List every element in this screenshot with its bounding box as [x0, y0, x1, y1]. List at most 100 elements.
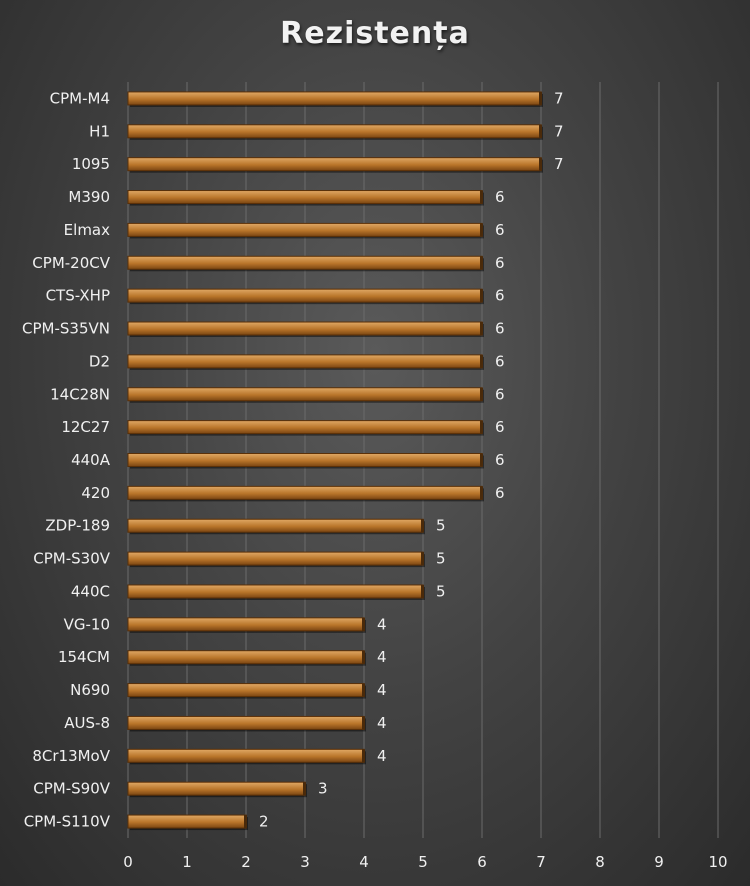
bar-cap-cpm-s90v	[303, 782, 306, 796]
category-label-cpm-20cv: CPM-20CV	[32, 254, 110, 272]
value-label-440a: 6	[495, 451, 505, 469]
x-tick-label-5: 5	[418, 853, 428, 871]
bar-cap-cpm-20cv	[480, 256, 483, 270]
x-tick-label-10: 10	[708, 853, 727, 871]
bar-h1	[127, 124, 542, 139]
category-label-12c27: 12C27	[61, 418, 110, 436]
bar-cap-elmax	[480, 223, 483, 237]
bar-cap-cpm-s35vn	[480, 322, 483, 336]
bar-1095	[127, 157, 542, 172]
value-label-8cr13mov: 4	[377, 747, 387, 765]
value-label-zdp-189: 5	[436, 517, 446, 535]
bar-cap-cpm-s110v	[244, 815, 247, 829]
category-label-cpm-s90v: CPM-S90V	[33, 780, 110, 798]
category-label-8cr13mov: 8Cr13MoV	[32, 747, 110, 765]
x-tick-label-2: 2	[241, 853, 251, 871]
category-label-h1: H1	[89, 122, 110, 140]
bar-cpm-20cv	[127, 255, 483, 270]
value-label-m390: 6	[495, 188, 505, 206]
category-label-n690: N690	[70, 681, 110, 699]
category-label-cpm-m4: CPM-M4	[50, 89, 110, 107]
x-tick-label-1: 1	[182, 853, 192, 871]
category-label-d2: D2	[89, 352, 110, 370]
bar-420	[127, 485, 483, 500]
bar-cap-1095	[539, 157, 542, 171]
value-label-cpm-s35vn: 6	[495, 320, 505, 338]
bar-154cm	[127, 650, 365, 665]
value-label-cpm-s90v: 3	[318, 780, 328, 798]
bar-cap-cpm-m4	[539, 91, 542, 105]
bar-cap-zdp-189	[421, 519, 424, 533]
bar-cap-vg-10	[362, 617, 365, 631]
value-label-cpm-20cv: 6	[495, 254, 505, 272]
bar-8cr13mov	[127, 748, 365, 763]
bar-cap-aus-8	[362, 716, 365, 730]
bar-440c	[127, 584, 424, 599]
value-label-420: 6	[495, 484, 505, 502]
value-label-d2: 6	[495, 352, 505, 370]
category-label-440c: 440C	[71, 582, 110, 600]
bar-n690	[127, 683, 365, 698]
value-label-elmax: 6	[495, 221, 505, 239]
bar-cpm-s35vn	[127, 321, 483, 336]
bar-m390	[127, 190, 483, 205]
x-tick-label-3: 3	[300, 853, 310, 871]
x-tick-label-7: 7	[536, 853, 546, 871]
category-label-154cm: 154CM	[58, 648, 110, 666]
category-label-cpm-s110v: CPM-S110V	[24, 813, 111, 831]
x-tick-label-4: 4	[359, 853, 369, 871]
value-label-14c28n: 6	[495, 385, 505, 403]
category-label-vg-10: VG-10	[64, 615, 110, 633]
category-label-cpm-s30v: CPM-S30V	[33, 550, 110, 568]
value-label-12c27: 6	[495, 418, 505, 436]
bar-cap-h1	[539, 124, 542, 138]
bar-cpm-s90v	[127, 781, 306, 796]
value-label-cpm-s110v: 2	[259, 813, 269, 831]
bar-cts-xhp	[127, 288, 483, 303]
category-label-m390: M390	[68, 188, 110, 206]
value-label-n690: 4	[377, 681, 387, 699]
category-label-1095: 1095	[72, 155, 110, 173]
bar-cap-m390	[480, 190, 483, 204]
value-label-154cm: 4	[377, 648, 387, 666]
category-label-14c28n: 14C28N	[50, 385, 110, 403]
category-label-zdp-189: ZDP-189	[45, 517, 110, 535]
x-tick-label-8: 8	[595, 853, 605, 871]
bar-elmax	[127, 222, 483, 237]
bar-cap-440c	[421, 584, 424, 598]
bar-cap-154cm	[362, 650, 365, 664]
bar-cap-14c28n	[480, 387, 483, 401]
labels: 0 1 2 3 4 5 6 7 8 9 10 CPM-M4 7 H1 7 1095 7 M390 6 Elmax 6 CP…	[22, 89, 728, 871]
category-label-cpm-s35vn: CPM-S35VN	[22, 320, 110, 338]
bar-cap-420	[480, 486, 483, 500]
bar-cpm-s30v	[127, 551, 424, 566]
bars	[127, 91, 543, 831]
value-label-cpm-s30v: 5	[436, 550, 446, 568]
value-label-aus-8: 4	[377, 714, 387, 732]
bar-cap-n690	[362, 683, 365, 697]
bar-cap-cpm-s30v	[421, 552, 424, 566]
x-tick-label-0: 0	[123, 853, 133, 871]
value-label-1095: 7	[554, 155, 564, 173]
category-label-440a: 440A	[71, 451, 111, 469]
value-label-cpm-m4: 7	[554, 89, 564, 107]
bar-cap-8cr13mov	[362, 749, 365, 763]
bar-zdp-189	[127, 518, 424, 533]
bar-cap-cts-xhp	[480, 289, 483, 303]
value-label-cts-xhp: 6	[495, 287, 505, 305]
bar-440a	[127, 453, 483, 467]
bar-cap-440a	[480, 453, 483, 467]
x-tick-label-6: 6	[477, 853, 487, 871]
value-label-440c: 5	[436, 582, 446, 600]
category-label-elmax: Elmax	[64, 221, 110, 239]
bar-cpm-m4	[127, 91, 542, 106]
bar-14c28n	[127, 387, 483, 402]
bar-12c27	[127, 420, 483, 435]
bar-vg-10	[127, 617, 365, 632]
category-label-aus-8: AUS-8	[64, 714, 110, 732]
bar-cpm-s110v	[127, 814, 247, 829]
value-label-h1: 7	[554, 122, 564, 140]
bar-aus-8	[127, 715, 365, 730]
category-label-420: 420	[81, 484, 110, 502]
